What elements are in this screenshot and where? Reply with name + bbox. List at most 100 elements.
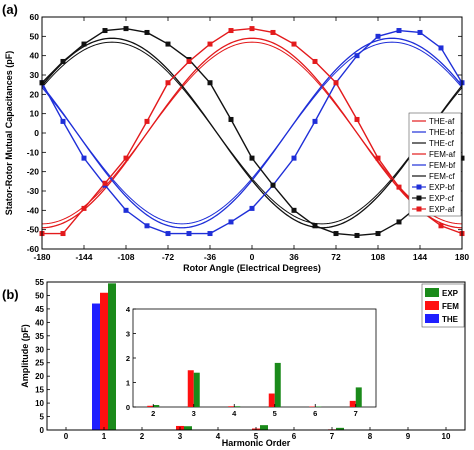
x-tick-label: 0 bbox=[64, 432, 69, 441]
series-exp-af-point bbox=[270, 29, 276, 35]
x-tick-label: 0 bbox=[250, 252, 255, 262]
legend-marker bbox=[416, 195, 422, 201]
bar-exp bbox=[108, 283, 116, 430]
series-exp-bf-point bbox=[228, 219, 234, 225]
series-exp-bf-point bbox=[396, 28, 402, 34]
legend-label-exp-cf: EXP-cf bbox=[429, 194, 455, 203]
series-exp-bf-point bbox=[165, 231, 171, 237]
series-exp-af-point bbox=[207, 41, 213, 47]
panel-a-x-axis-label: Rotor Angle (Electrical Degrees) bbox=[183, 263, 321, 273]
series-exp-cf-point bbox=[249, 155, 255, 161]
series-exp-af-line bbox=[42, 27, 463, 235]
series-exp-cf-point bbox=[375, 231, 381, 237]
panel-b-label: (b) bbox=[2, 287, 19, 302]
y-tick-label: 20 bbox=[35, 372, 44, 381]
panel-a-legend: THE-af THE-bf THE-cf FEM-af FEM-bf FEM-cf EXP-… bbox=[408, 112, 462, 217]
bar-exp bbox=[260, 425, 268, 430]
y-tick-label: 45 bbox=[35, 305, 44, 314]
series-exp-cf-point bbox=[60, 58, 66, 64]
y-tick-label: 20 bbox=[30, 89, 40, 99]
legend-label-exp: EXP bbox=[442, 289, 459, 298]
legend-swatch bbox=[425, 314, 439, 323]
y-tick-label: 0 bbox=[40, 426, 45, 435]
panel-a-ticks: -180 -144 -108 -72 -36 0 36 72 108 144 180 -60 -50 -4… bbox=[27, 12, 470, 262]
series-the-cf-line bbox=[41, 41, 463, 225]
legend-label-fem: FEM bbox=[442, 302, 459, 311]
series-fem-af-line bbox=[41, 37, 463, 229]
series-exp-af-point bbox=[102, 180, 108, 186]
series-exp-cf-point bbox=[354, 232, 360, 238]
series-exp-bf-point bbox=[81, 155, 87, 161]
x-tick-label: 7 bbox=[330, 432, 335, 441]
series-exp-bf-point bbox=[375, 33, 381, 39]
y-tick-label: -10 bbox=[27, 147, 40, 157]
panel-b-y-axis-label: Amplitude (pF) bbox=[20, 324, 30, 388]
series-exp-af-point bbox=[312, 58, 318, 64]
inset-bar-exp bbox=[355, 387, 362, 407]
series-exp-bf-point bbox=[207, 231, 213, 237]
y-tick-label: 10 bbox=[35, 399, 44, 408]
x-tick-label: 3 bbox=[178, 432, 183, 441]
series-fem-bf-line bbox=[41, 37, 463, 229]
x-tick-label: 8 bbox=[368, 432, 373, 441]
y-tick-label: 0 bbox=[34, 128, 39, 138]
y-tick-label: -20 bbox=[27, 167, 40, 177]
legend-label-exp-bf: EXP-bf bbox=[429, 183, 455, 192]
bar-the bbox=[92, 303, 100, 430]
legend-label-fem-cf: FEM-cf bbox=[429, 172, 456, 181]
inset-y-tick-label: 1 bbox=[126, 379, 130, 388]
x-tick-label: -144 bbox=[75, 252, 92, 262]
series-exp-cf-point bbox=[123, 26, 129, 32]
x-tick-label: 5 bbox=[254, 432, 259, 441]
inset-x-tick-label: 6 bbox=[313, 409, 317, 418]
inset-y-tick-label: 0 bbox=[126, 403, 130, 412]
series-fem-cf-line bbox=[41, 37, 463, 229]
panel-b-legend: EXP FEM THE bbox=[421, 283, 465, 328]
y-tick-label: -50 bbox=[27, 225, 40, 235]
series-exp-bf-point bbox=[291, 155, 297, 161]
x-tick-label: 9 bbox=[406, 432, 411, 441]
panel-a-lines bbox=[41, 27, 463, 237]
series-exp-bf-point bbox=[312, 118, 318, 124]
inset-bar-exp bbox=[274, 362, 281, 407]
y-tick-label: -30 bbox=[27, 186, 40, 196]
series-exp-bf-point bbox=[249, 205, 255, 211]
series-exp-af-point bbox=[60, 231, 66, 237]
inset-x-tick-label: 5 bbox=[273, 409, 277, 418]
series-exp-af-point bbox=[186, 58, 192, 64]
y-tick-label: 15 bbox=[35, 386, 44, 395]
series-exp-cf-point bbox=[144, 29, 150, 35]
x-tick-label: 2 bbox=[140, 432, 145, 441]
inset-bar-fem bbox=[349, 400, 356, 407]
bar-exp bbox=[336, 427, 344, 430]
x-tick-label: 72 bbox=[331, 252, 341, 262]
legend-marker bbox=[416, 184, 422, 190]
series-exp-af-point bbox=[228, 28, 234, 34]
x-tick-label: -36 bbox=[204, 252, 217, 262]
y-tick-label: -40 bbox=[27, 205, 40, 215]
x-tick-label: -108 bbox=[117, 252, 134, 262]
series-exp-af-point bbox=[333, 80, 339, 86]
legend-label-exp-af: EXP-af bbox=[429, 205, 455, 214]
series-exp-cf-point bbox=[81, 41, 87, 47]
x-tick-label: 6 bbox=[292, 432, 297, 441]
series-exp-af-point bbox=[165, 80, 171, 86]
y-tick-label: 40 bbox=[35, 318, 44, 327]
legend-label-the-bf: THE-bf bbox=[429, 128, 455, 137]
inset-bar-fem bbox=[228, 406, 235, 407]
x-tick-label: -180 bbox=[33, 252, 50, 262]
y-tick-label: 60 bbox=[30, 12, 40, 22]
legend-label-the: THE bbox=[442, 315, 459, 324]
series-exp-af-point bbox=[375, 155, 381, 161]
y-tick-label: 5 bbox=[40, 413, 45, 422]
series-exp-cf-point bbox=[333, 231, 339, 237]
inset-bar-exp bbox=[153, 405, 160, 407]
y-tick-label: 50 bbox=[30, 31, 40, 41]
bar-fem bbox=[100, 292, 108, 430]
series-exp-cf-point bbox=[291, 207, 297, 213]
panel-b-inset: 2 3 4 5 6 7 0 1 2 3 4 bbox=[126, 305, 377, 418]
inset-x-tick-label: 2 bbox=[151, 409, 155, 418]
inset-frame bbox=[132, 308, 377, 408]
x-tick-label: 180 bbox=[455, 252, 469, 262]
